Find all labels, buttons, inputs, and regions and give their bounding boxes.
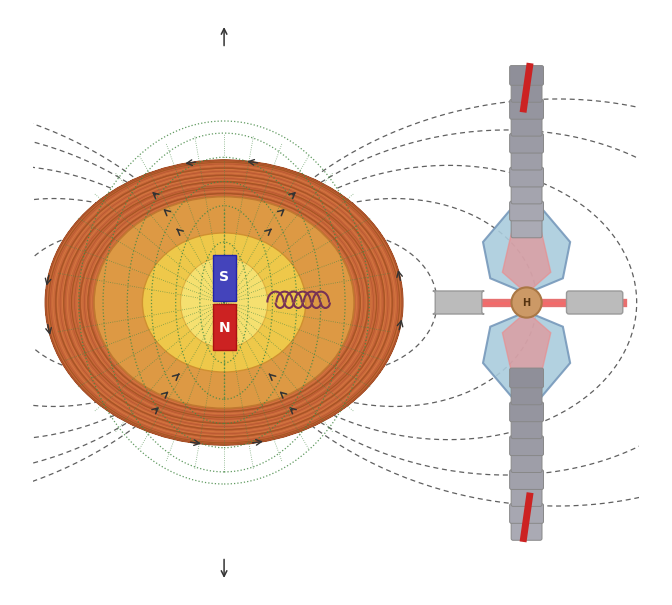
Ellipse shape (46, 160, 403, 445)
FancyBboxPatch shape (509, 167, 544, 187)
Ellipse shape (46, 160, 403, 445)
FancyBboxPatch shape (509, 503, 544, 523)
FancyBboxPatch shape (511, 419, 542, 439)
FancyBboxPatch shape (511, 453, 542, 473)
FancyBboxPatch shape (433, 291, 485, 314)
Bar (212, 304, 236, 350)
Polygon shape (503, 194, 551, 293)
FancyBboxPatch shape (511, 385, 542, 405)
FancyBboxPatch shape (509, 402, 544, 422)
FancyBboxPatch shape (509, 99, 544, 119)
Ellipse shape (46, 160, 403, 445)
Ellipse shape (46, 160, 403, 445)
Ellipse shape (142, 233, 306, 372)
FancyBboxPatch shape (509, 436, 544, 456)
Ellipse shape (46, 160, 403, 445)
Text: H: H (523, 298, 531, 307)
Ellipse shape (46, 160, 403, 445)
FancyBboxPatch shape (509, 201, 544, 221)
Ellipse shape (46, 160, 403, 445)
Ellipse shape (46, 160, 403, 445)
FancyBboxPatch shape (511, 184, 542, 204)
Ellipse shape (46, 160, 403, 445)
Ellipse shape (46, 160, 403, 445)
Polygon shape (483, 191, 570, 293)
Ellipse shape (94, 197, 354, 408)
FancyBboxPatch shape (511, 116, 542, 136)
Circle shape (511, 287, 542, 318)
FancyBboxPatch shape (511, 520, 542, 540)
Text: N: N (218, 321, 230, 335)
FancyBboxPatch shape (509, 368, 544, 388)
Text: S: S (219, 270, 229, 284)
FancyBboxPatch shape (511, 82, 542, 102)
Ellipse shape (46, 160, 403, 445)
Ellipse shape (46, 160, 403, 445)
FancyBboxPatch shape (511, 150, 542, 170)
Ellipse shape (46, 160, 403, 445)
FancyBboxPatch shape (566, 291, 623, 314)
Polygon shape (483, 312, 570, 414)
Ellipse shape (181, 257, 267, 348)
Ellipse shape (46, 160, 403, 445)
FancyBboxPatch shape (511, 218, 542, 238)
FancyBboxPatch shape (509, 133, 544, 153)
FancyBboxPatch shape (511, 486, 542, 506)
FancyBboxPatch shape (509, 65, 544, 85)
Polygon shape (503, 312, 551, 411)
Ellipse shape (46, 160, 403, 445)
FancyBboxPatch shape (509, 469, 544, 489)
Ellipse shape (46, 160, 403, 445)
Ellipse shape (46, 160, 403, 445)
Bar (212, 255, 236, 301)
Ellipse shape (46, 160, 403, 445)
Ellipse shape (46, 160, 403, 445)
